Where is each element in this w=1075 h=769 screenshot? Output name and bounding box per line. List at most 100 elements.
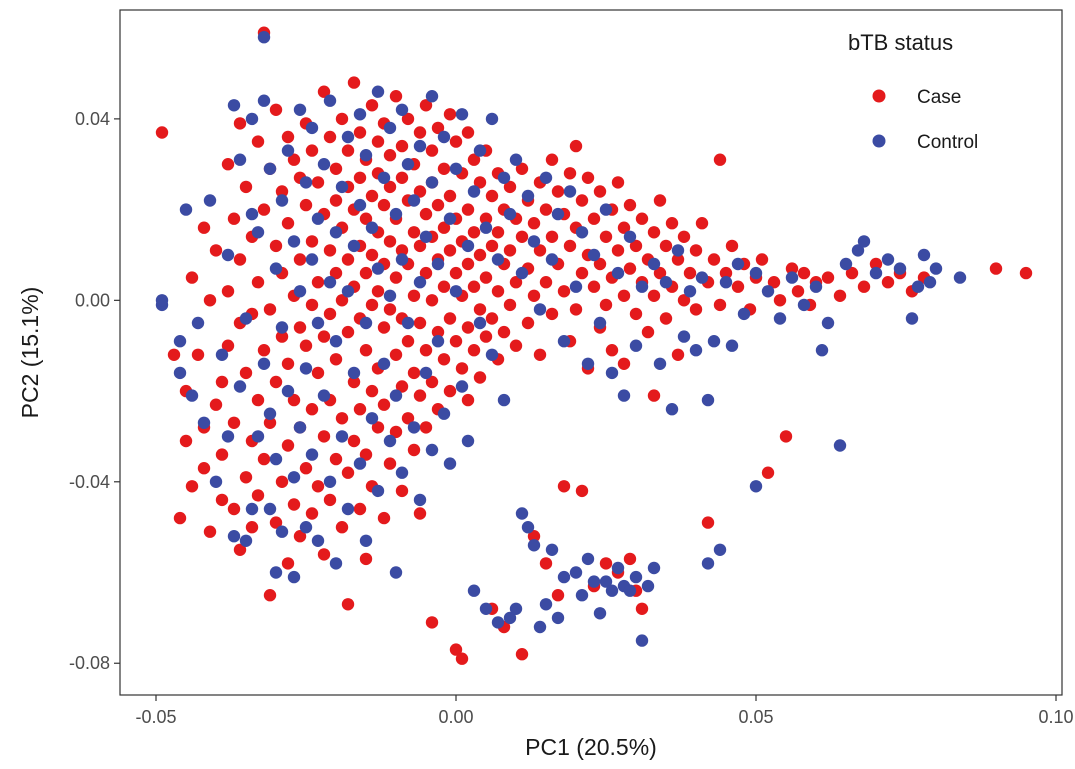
point-case (713, 153, 727, 166)
point-case (299, 462, 313, 475)
point-case (323, 244, 337, 257)
point-case (563, 239, 577, 253)
point-control (713, 543, 727, 556)
point-case (299, 198, 313, 212)
point-case (383, 180, 397, 194)
point-case (437, 353, 451, 366)
point-case (515, 162, 529, 175)
point-case (617, 221, 631, 234)
point-case (413, 507, 427, 520)
point-case (359, 448, 373, 461)
point-case (431, 121, 445, 135)
point-case (311, 276, 325, 289)
point-case (311, 480, 325, 493)
point-control (293, 285, 307, 298)
point-case (383, 303, 397, 316)
point-control (311, 212, 325, 225)
point-case (605, 344, 619, 357)
point-control (245, 502, 259, 516)
point-case (527, 530, 541, 543)
point-case (503, 180, 517, 194)
point-case (317, 548, 331, 561)
point-case (569, 139, 583, 153)
point-control (635, 280, 649, 293)
point-control (575, 226, 589, 239)
point-case (317, 430, 331, 443)
point-case (593, 185, 607, 198)
point-case (797, 266, 811, 280)
point-control (569, 566, 583, 579)
point-case (347, 375, 361, 389)
point-control (683, 285, 697, 298)
point-control (521, 189, 535, 203)
point-control (341, 285, 355, 298)
point-case (335, 412, 349, 425)
point-control (155, 294, 169, 307)
point-control (287, 235, 301, 248)
point-case (353, 171, 367, 184)
point-control (371, 262, 385, 275)
point-case (647, 226, 661, 239)
point-case (341, 253, 355, 266)
point-case (629, 307, 643, 321)
point-case (155, 126, 169, 139)
point-control (329, 226, 343, 239)
point-case (425, 144, 439, 157)
point-case (305, 144, 319, 157)
point-case (539, 203, 553, 216)
point-case (677, 294, 691, 307)
point-control (557, 335, 571, 348)
points-layer (155, 26, 1033, 665)
point-control (251, 226, 265, 239)
point-case (377, 321, 391, 334)
point-case (617, 357, 631, 370)
point-case (251, 489, 265, 502)
point-control (533, 303, 547, 316)
point-case (479, 271, 493, 284)
point-case (221, 339, 235, 352)
point-case (329, 194, 343, 207)
point-control (365, 412, 379, 425)
point-case (413, 316, 427, 330)
point-case (617, 289, 631, 302)
y-tick-label: -0.04 (69, 472, 110, 492)
point-case (599, 230, 613, 243)
point-case (845, 266, 859, 280)
point-case (233, 543, 247, 556)
point-control (695, 271, 709, 284)
point-control (245, 207, 259, 221)
point-case (419, 266, 433, 280)
point-case (575, 194, 589, 207)
point-case (215, 375, 229, 389)
point-control (395, 466, 409, 479)
point-case (479, 212, 493, 225)
x-tick-label: -0.05 (135, 707, 176, 727)
point-case (461, 257, 475, 271)
point-case (401, 112, 415, 126)
point-case (377, 398, 391, 411)
axes-layer: -0.05 0.00 0.05 0.10 -0.08 -0.04 0.00 0.04 (69, 109, 1074, 727)
point-case (449, 643, 463, 656)
point-control (311, 534, 325, 547)
point-control (347, 239, 361, 253)
point-control (527, 539, 541, 552)
point-case (365, 384, 379, 398)
point-control (599, 203, 613, 216)
point-control (275, 321, 289, 334)
point-case (395, 380, 409, 393)
point-case (581, 171, 595, 184)
point-case (287, 153, 301, 166)
point-case (389, 90, 403, 103)
point-case (359, 212, 373, 225)
point-control (623, 230, 637, 243)
point-case (257, 452, 271, 466)
point-control (635, 634, 649, 647)
point-case (293, 253, 307, 266)
point-control (221, 430, 235, 443)
point-case (407, 289, 421, 302)
x-tick-label: 0.10 (1038, 707, 1073, 727)
point-control (473, 316, 487, 330)
point-case (623, 552, 637, 566)
point-control (305, 253, 319, 266)
